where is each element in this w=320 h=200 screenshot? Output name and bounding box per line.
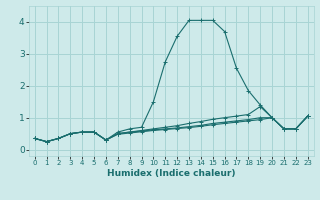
X-axis label: Humidex (Indice chaleur): Humidex (Indice chaleur)	[107, 169, 236, 178]
